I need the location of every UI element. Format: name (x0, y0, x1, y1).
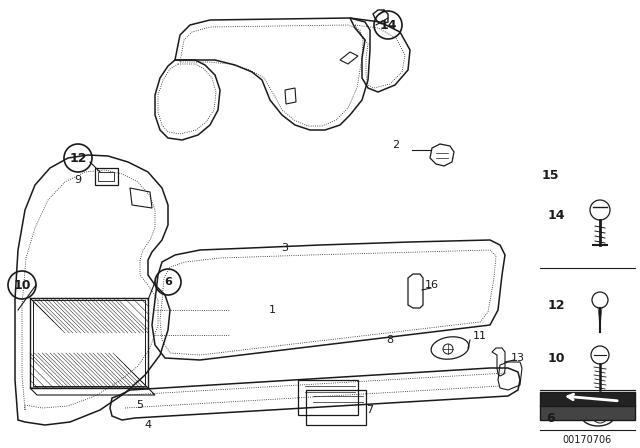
Text: 8: 8 (387, 335, 394, 345)
Text: 12: 12 (69, 151, 87, 164)
Text: 13: 13 (511, 353, 525, 363)
Text: 3: 3 (282, 243, 289, 253)
Text: 00170706: 00170706 (563, 435, 612, 445)
Text: 10: 10 (13, 279, 31, 292)
Text: 16: 16 (425, 280, 439, 290)
Text: 4: 4 (145, 420, 152, 430)
Text: 6: 6 (164, 277, 172, 287)
Text: 15: 15 (541, 168, 559, 181)
Text: 14: 14 (380, 18, 397, 31)
Text: 12: 12 (547, 298, 564, 311)
Text: 5: 5 (136, 400, 143, 410)
Polygon shape (540, 405, 635, 420)
Text: 9: 9 (74, 175, 81, 185)
Text: 6: 6 (547, 412, 556, 425)
Text: 10: 10 (547, 352, 564, 365)
Text: 1: 1 (269, 305, 275, 315)
Polygon shape (540, 392, 635, 406)
Text: 14: 14 (547, 208, 564, 221)
Text: 11: 11 (473, 331, 487, 341)
Text: 2: 2 (392, 140, 399, 150)
Text: 7: 7 (367, 405, 374, 415)
